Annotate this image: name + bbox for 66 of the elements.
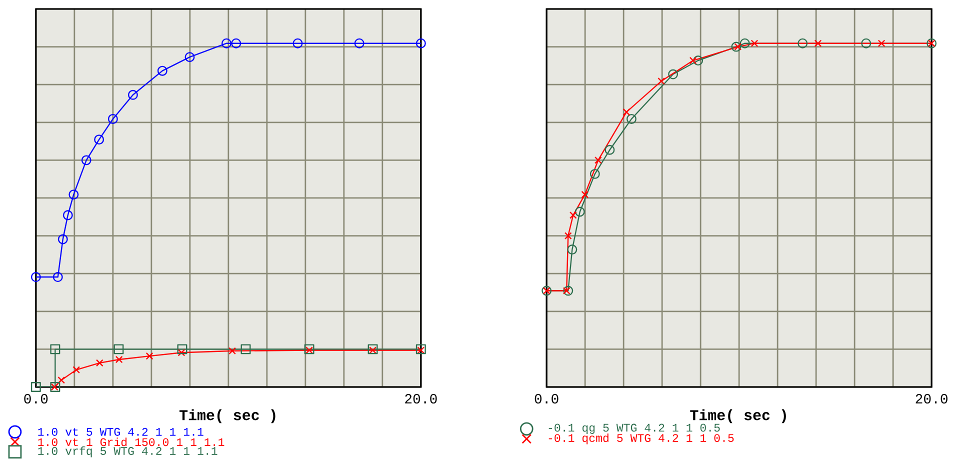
point [798, 38, 808, 48]
point [416, 344, 426, 354]
point [563, 286, 574, 296]
legend-label: 1.0 vt 5 WTG 4.2 1 1 1.1 [38, 428, 204, 436]
x-axis-title: Time( sec ) [179, 409, 276, 424]
point [94, 134, 104, 145]
point [58, 376, 66, 384]
legend-label: -0.1 qcmd 5 WTG 4.2 1 1 0.5 [548, 434, 734, 444]
point [861, 38, 872, 48]
legend-label: 1.0 vrfq 5 WTG 4.2 1 1 1.1 [38, 446, 218, 458]
point [178, 349, 186, 356]
point [157, 66, 168, 76]
point [569, 212, 577, 219]
legend-label: -0.1 qg 5 WTG 4.2 1 1 0.5 [548, 424, 720, 434]
point [128, 90, 138, 100]
point [52, 272, 63, 282]
point [72, 366, 80, 374]
point [62, 210, 73, 220]
x-tick-label: 20.0 [916, 394, 948, 404]
point [368, 344, 378, 354]
point [689, 56, 697, 64]
point [740, 38, 750, 48]
legend-label: 1.0 vt 1 Grid 150.0 1 1 1.1 [38, 438, 224, 446]
point [416, 38, 426, 48]
point [231, 38, 242, 48]
point [30, 272, 41, 282]
point [184, 52, 195, 62]
point [564, 232, 572, 240]
point [146, 352, 154, 360]
point [594, 156, 602, 164]
point [731, 42, 742, 52]
point [68, 190, 79, 200]
point [734, 43, 742, 51]
x-tick-label: 0.0 [534, 394, 558, 404]
point [814, 40, 822, 48]
x-axis-title: Time( sec ) [690, 409, 786, 424]
point [354, 38, 364, 48]
point [304, 344, 314, 354]
point [878, 40, 886, 48]
point [626, 114, 636, 124]
point [668, 69, 678, 80]
point [604, 144, 615, 155]
point [177, 344, 188, 354]
point [622, 108, 630, 116]
point [693, 56, 704, 66]
point [658, 78, 666, 85]
point [292, 38, 303, 48]
point [562, 287, 570, 295]
x-tick-label: 0.0 [24, 394, 48, 404]
point [115, 356, 123, 364]
point [96, 359, 104, 367]
point [114, 344, 124, 354]
point [108, 114, 118, 124]
x-tick-label: 20.0 [405, 394, 437, 404]
point [58, 234, 68, 244]
point [30, 382, 41, 392]
point [228, 347, 236, 355]
point [50, 344, 60, 354]
point [750, 40, 758, 48]
point [240, 344, 251, 354]
point [567, 244, 578, 255]
point [574, 206, 585, 217]
point [81, 155, 92, 166]
point [590, 169, 600, 180]
point [222, 38, 232, 48]
point [581, 190, 589, 198]
